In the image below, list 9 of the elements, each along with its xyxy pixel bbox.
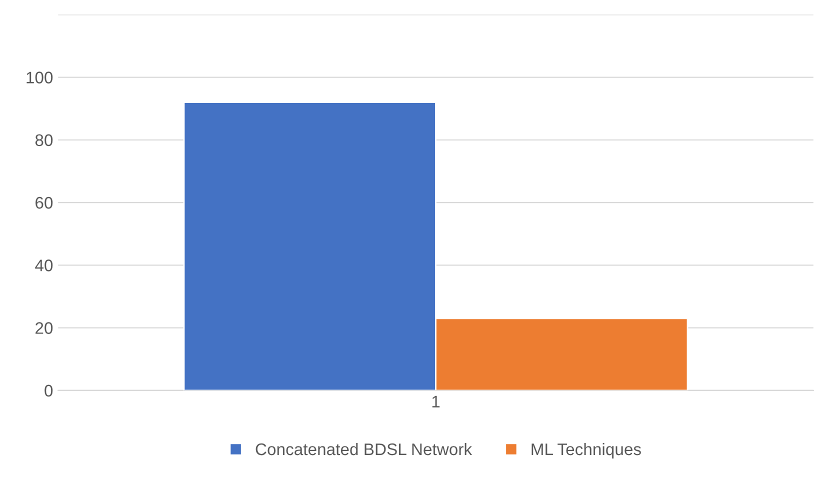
y-tick-label: 40 — [35, 260, 53, 272]
y-tick-label: 20 — [36, 322, 53, 334]
y-tick-label: 0 — [44, 384, 53, 397]
x-tick-label: 1 — [432, 396, 440, 408]
legend-label: Concatenated BDSL Network — [256, 442, 472, 456]
y-tick-label: 80 — [35, 134, 53, 146]
legend-label: ML Techniques — [532, 442, 641, 459]
y-tick-label: 60 — [36, 196, 53, 209]
y-tick-label: 100 — [26, 72, 53, 84]
